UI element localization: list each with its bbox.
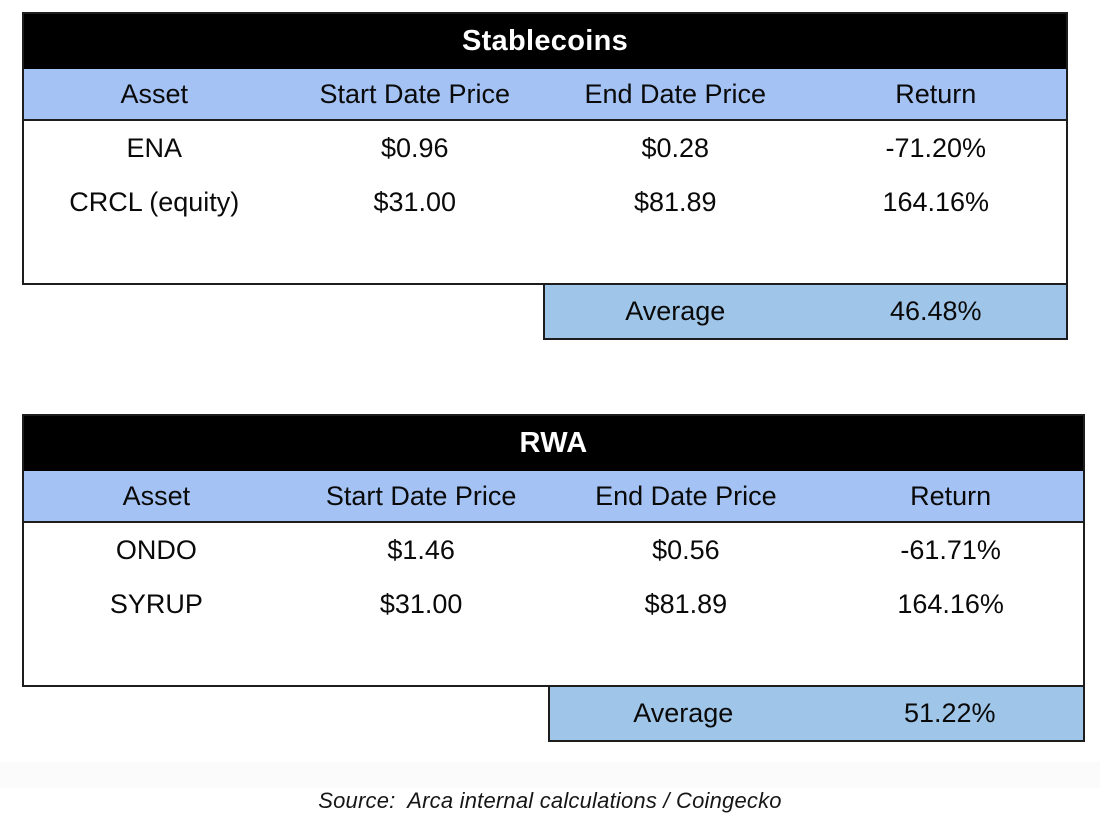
column-header-asset: Asset: [120, 78, 189, 109]
table-row: ENA $0.96 $0.28 -71.20%: [24, 121, 1066, 175]
cell-start-price: $31.00: [379, 589, 463, 619]
column-header-return: Return: [910, 480, 992, 511]
column-header-asset: Asset: [122, 480, 191, 511]
column-header-start-date-price: Start Date Price: [319, 78, 511, 109]
average-value: 46.48%: [889, 296, 982, 326]
cell-return: 164.16%: [897, 589, 1004, 619]
table-body: ONDO $1.46 $0.56 -61.71% SYRUP $31.00 $8…: [24, 523, 1083, 685]
source-note: Source: Arca internal calculations / Coi…: [318, 788, 782, 813]
column-header-end-date-price: End Date Price: [584, 78, 767, 109]
cell-asset: ENA: [126, 133, 183, 163]
table-header-row: Asset Start Date Price End Date Price Re…: [24, 471, 1083, 523]
table-header-row: Asset Start Date Price End Date Price Re…: [24, 69, 1066, 121]
table-row-empty: [24, 229, 1066, 283]
table-row: CRCL (equity) $31.00 $81.89 164.16%: [24, 175, 1066, 229]
background-band: [0, 762, 1100, 788]
table-title: RWA: [519, 427, 588, 459]
average-row-rwa: Average 51.22%: [548, 685, 1085, 742]
table-stablecoins: Stablecoins Asset Start Date Price End D…: [22, 12, 1068, 285]
cell-return: -71.20%: [885, 133, 987, 163]
table-title-bar: RWA: [24, 416, 1083, 471]
table-title: Stablecoins: [461, 25, 629, 57]
cell-asset: CRCL (equity): [69, 187, 240, 217]
cell-asset: ONDO: [115, 535, 197, 565]
table-row-empty: [24, 631, 1083, 685]
cell-end-price: $0.56: [652, 535, 720, 565]
cell-return: 164.16%: [882, 187, 990, 217]
column-header-end-date-price: End Date Price: [595, 480, 777, 511]
table-row: SYRUP $31.00 $81.89 164.16%: [24, 577, 1083, 631]
column-header-start-date-price: Start Date Price: [325, 480, 517, 511]
cell-asset: SYRUP: [109, 589, 203, 619]
cell-end-price: $81.89: [633, 187, 717, 217]
cell-start-price: $0.96: [380, 133, 449, 163]
average-label: Average: [633, 698, 734, 728]
table-rwa: RWA Asset Start Date Price End Date Pric…: [22, 414, 1085, 687]
table-title-bar: Stablecoins: [24, 14, 1066, 69]
cell-return: -61.71%: [900, 535, 1001, 565]
cell-end-price: $81.89: [644, 589, 728, 619]
cell-start-price: $31.00: [373, 187, 457, 217]
cell-start-price: $1.46: [387, 535, 455, 565]
table-row: ONDO $1.46 $0.56 -61.71%: [24, 523, 1083, 577]
average-row-stablecoins: Average 46.48%: [543, 283, 1068, 340]
column-header-return: Return: [895, 78, 977, 109]
cell-end-price: $0.28: [641, 133, 710, 163]
average-label: Average: [625, 296, 726, 326]
table-body: ENA $0.96 $0.28 -71.20% CRCL (equity) $3…: [24, 121, 1066, 283]
average-value: 51.22%: [903, 698, 996, 728]
